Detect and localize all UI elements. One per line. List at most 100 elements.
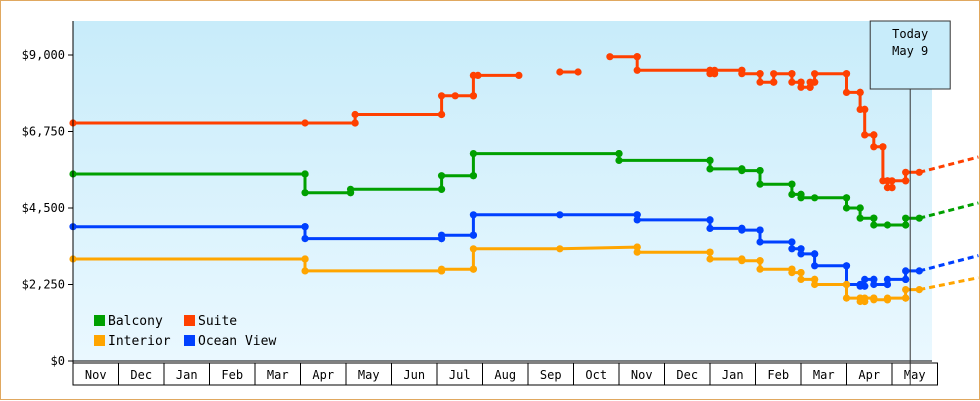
x-tick-label: Dec	[676, 368, 698, 382]
x-tick-label: Sep	[540, 368, 562, 382]
data-point	[902, 267, 910, 275]
projection-line	[918, 254, 979, 273]
data-point	[556, 68, 564, 76]
legend-label: Balcony	[108, 314, 163, 329]
series-ocean-view	[69, 211, 979, 290]
today-date: May 9	[892, 44, 928, 58]
legend-swatch	[94, 315, 105, 326]
today-label: Today	[892, 27, 928, 41]
data-point	[706, 224, 714, 232]
data-point	[301, 170, 309, 178]
data-point	[469, 172, 477, 180]
data-point	[788, 70, 796, 78]
projection-line	[918, 155, 979, 174]
data-point	[615, 156, 623, 164]
data-point	[870, 280, 878, 289]
x-tick-label: Apr	[312, 368, 334, 382]
y-tick-label: $9,000	[22, 48, 65, 62]
legend-swatch	[184, 315, 195, 326]
data-point	[770, 78, 778, 86]
data-point	[797, 245, 805, 253]
data-point	[811, 275, 819, 283]
data-point	[883, 280, 892, 289]
x-tick-label: Feb	[221, 368, 243, 382]
data-point	[788, 238, 796, 246]
x-tick-label: Oct	[585, 368, 607, 382]
data-point	[738, 226, 746, 234]
data-point	[738, 257, 746, 265]
data-point	[788, 269, 796, 277]
data-point	[811, 194, 819, 202]
data-point	[870, 143, 878, 151]
data-point	[811, 70, 819, 78]
data-point	[861, 105, 869, 113]
data-point	[788, 190, 796, 198]
data-point	[437, 92, 446, 100]
today-box	[869, 20, 951, 90]
projection-line	[918, 201, 979, 220]
x-tick-label: Aug	[494, 368, 516, 382]
data-point	[902, 221, 910, 229]
data-point	[469, 211, 477, 219]
data-point	[351, 110, 359, 119]
data-point	[756, 78, 764, 86]
data-point	[797, 275, 805, 283]
data-point	[469, 265, 477, 273]
data-point	[301, 119, 309, 127]
data-point	[856, 204, 864, 212]
data-point	[756, 257, 764, 265]
data-point	[301, 223, 309, 231]
data-point	[856, 88, 864, 96]
legend-label: Suite	[198, 314, 237, 329]
data-point	[888, 184, 896, 192]
data-point	[756, 180, 764, 188]
data-point	[788, 245, 796, 253]
data-point	[861, 275, 869, 283]
legend-label: Interior	[108, 334, 171, 349]
plot-area	[73, 21, 932, 361]
y-tick-label: $6,750	[22, 125, 65, 139]
y-tick-label: $2,250	[22, 278, 65, 292]
data-point	[902, 168, 910, 176]
data-point	[870, 275, 878, 283]
x-month-cell	[891, 362, 938, 386]
data-point	[738, 70, 746, 78]
data-point	[861, 131, 869, 139]
data-point	[633, 53, 641, 61]
data-point	[469, 92, 477, 100]
data-point	[883, 221, 892, 229]
data-point	[811, 78, 819, 86]
data-point	[469, 231, 477, 239]
data-point	[842, 204, 851, 212]
data-point	[437, 231, 446, 239]
data-point	[811, 262, 819, 270]
data-point	[633, 66, 641, 74]
x-tick-label: Feb	[767, 368, 789, 382]
data-point	[842, 294, 851, 302]
data-point	[633, 216, 641, 224]
data-point	[738, 167, 746, 175]
data-point	[902, 177, 910, 185]
data-point	[870, 221, 878, 229]
data-point	[797, 250, 805, 258]
data-point	[469, 150, 477, 158]
data-point	[870, 214, 878, 222]
data-point	[861, 282, 869, 290]
x-tick-label: May	[358, 368, 380, 382]
data-point	[856, 214, 864, 222]
data-point	[606, 53, 614, 61]
data-point	[788, 180, 796, 188]
data-point	[469, 245, 477, 253]
data-point	[902, 214, 910, 222]
data-point	[797, 269, 805, 277]
data-point	[883, 275, 892, 283]
x-tick-label: Mar	[813, 368, 835, 382]
data-point	[574, 68, 582, 76]
data-point	[633, 248, 641, 256]
y-tick-label: $4,500	[22, 201, 65, 215]
data-point	[706, 255, 714, 263]
data-point	[788, 78, 796, 86]
x-tick-label: Jan	[176, 368, 198, 382]
data-point	[451, 92, 459, 100]
